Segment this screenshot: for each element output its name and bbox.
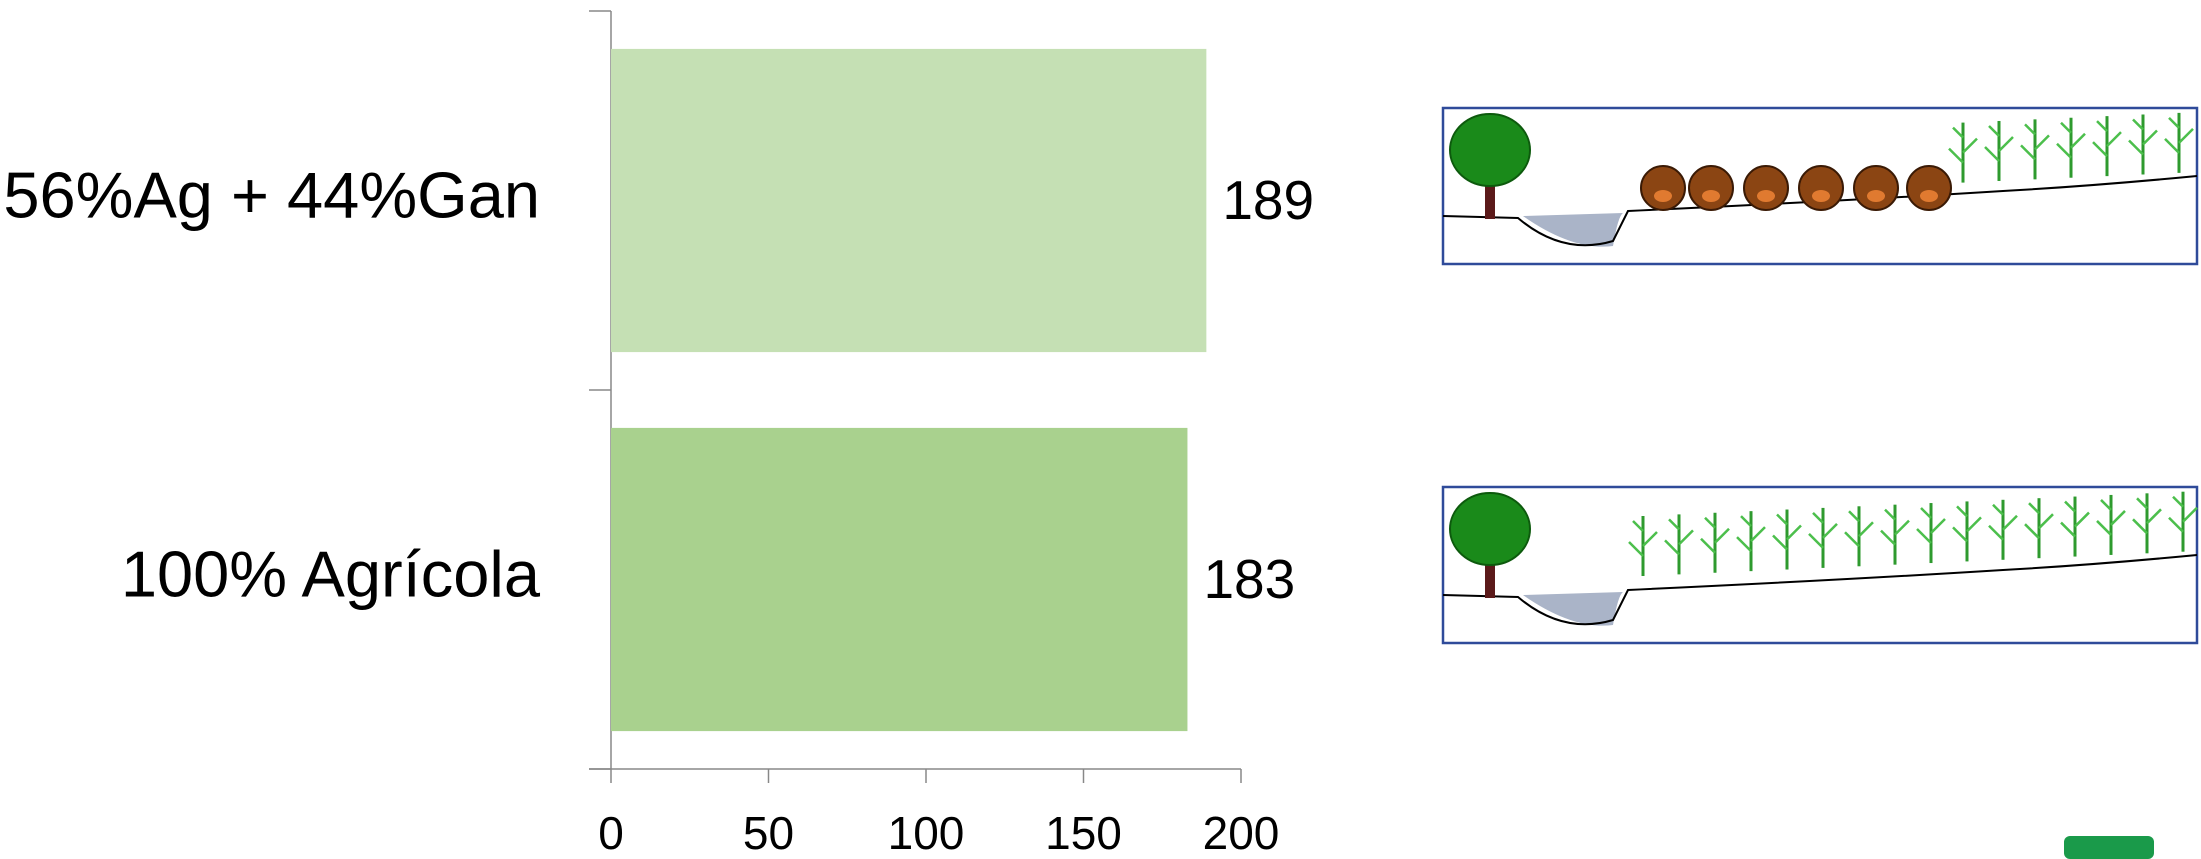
pig (1689, 166, 1733, 210)
x-tick-label: 0 (598, 807, 624, 859)
value-label: 189 (1222, 169, 1314, 231)
value-label: 183 (1203, 548, 1295, 610)
pig (1907, 166, 1951, 210)
pig-snout (1702, 190, 1720, 202)
pig-snout (1757, 190, 1775, 202)
pig (1854, 166, 1898, 210)
x-tick-label: 150 (1045, 807, 1122, 859)
illustrations (1443, 108, 2197, 643)
pig-snout (1654, 190, 1672, 202)
logo (2064, 836, 2154, 859)
pig-snout (1920, 190, 1938, 202)
bar (611, 49, 1206, 352)
x-tick-label: 100 (888, 807, 965, 859)
x-tick-label: 50 (743, 807, 794, 859)
x-tick-label: 200 (1203, 807, 1280, 859)
tree-crown (1450, 114, 1530, 186)
bar (611, 428, 1187, 731)
pig (1744, 166, 1788, 210)
category-label: 56%Ag + 44%Gan (3, 159, 540, 232)
chart: 0 50 100 150 200 56%Ag + 44%Gan 189 100% Agríco… (0, 0, 2201, 859)
pig (1799, 166, 1843, 210)
category-label: 100% Agrícola (121, 538, 541, 611)
pig-snout (1812, 190, 1830, 202)
pig (1641, 166, 1685, 210)
pig-snout (1867, 190, 1885, 202)
tree-crown (1450, 493, 1530, 565)
